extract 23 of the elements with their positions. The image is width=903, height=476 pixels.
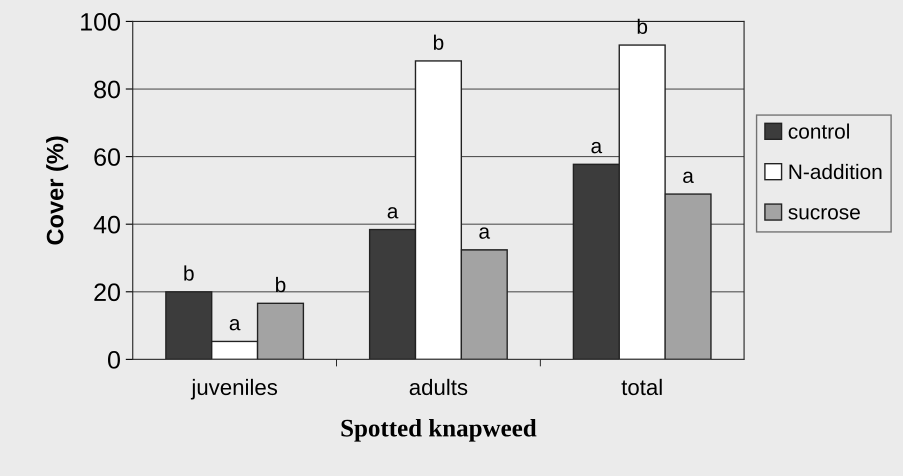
legend-label: N-addition bbox=[790, 164, 882, 180]
y-tick-label: 80 bbox=[94, 80, 120, 98]
annotation: a bbox=[388, 207, 398, 219]
legend-label: control bbox=[788, 123, 849, 139]
legend-label: sucrose bbox=[788, 208, 860, 220]
annotation: a bbox=[683, 172, 694, 184]
y-tick-label: 20 bbox=[94, 283, 120, 302]
y-tick-label: 60 bbox=[94, 148, 120, 166]
x-tick-label: adults bbox=[410, 378, 468, 396]
annotation: a bbox=[591, 142, 602, 154]
x-tick-label: total bbox=[622, 378, 662, 396]
annotation: a bbox=[479, 227, 490, 239]
x-tick-label: juveniles bbox=[190, 378, 278, 400]
annotation: b bbox=[276, 276, 286, 292]
y-tick-label: 40 bbox=[94, 216, 120, 234]
annotation: b bbox=[638, 18, 648, 34]
x-axis-title: Spotted knapweed bbox=[341, 418, 536, 442]
y-tick-label: 0 bbox=[108, 350, 120, 369]
y-tick-label: 100 bbox=[81, 13, 120, 31]
annotation: a bbox=[230, 318, 240, 330]
annotation: b bbox=[434, 34, 444, 50]
y-axis-title: Cover (%) bbox=[46, 136, 68, 245]
annotation: b bbox=[184, 265, 194, 281]
